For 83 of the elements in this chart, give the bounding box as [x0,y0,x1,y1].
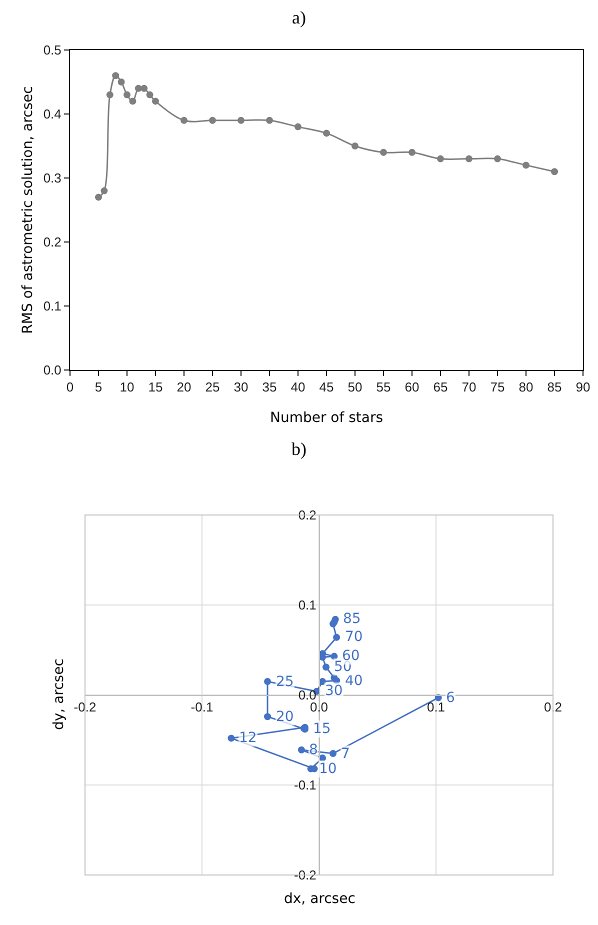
point [124,91,130,98]
x-tick-label: 30 [234,380,248,395]
x-tick-label: 80 [518,380,534,395]
point [209,116,216,124]
x-tick-label: 55 [376,380,391,395]
annotation: 60 [342,648,360,664]
point [437,155,444,162]
point [238,116,244,124]
x-tick-label: 50 [348,380,362,395]
point [330,750,337,757]
x-tick-label: 40 [290,380,306,395]
point [264,713,272,720]
point [330,674,338,682]
point [228,734,235,742]
x-tick-label: 85 [547,380,562,395]
y-tick-label: 0.1 [43,298,62,314]
point [146,91,154,98]
point [118,78,125,86]
point [106,91,114,98]
x-tick-label: 60 [404,380,420,395]
y-tick-label: -0.1 [294,778,316,793]
annotation: 30 [325,683,343,699]
point [180,116,188,124]
y-tick-label: 0.0 [43,362,62,378]
annotation: 7 [341,746,350,762]
point [112,72,120,80]
y-axis-title: RMS of astrometric solution, arcsec [20,86,36,334]
point [152,98,159,105]
point [522,162,530,169]
x-tick-label: 5 [94,380,102,395]
point [298,746,305,754]
annotation: 70 [345,629,363,645]
x-tick-label: 15 [148,380,163,395]
point [323,130,330,137]
annotation: 12 [239,730,257,746]
point [466,155,472,162]
chart-title: b) [292,438,306,459]
annotation: 15 [313,721,331,737]
point [95,194,102,201]
annotation: 85 [343,611,361,627]
annotation: 6 [446,690,455,706]
x-tick-label: 0.2 [544,700,562,715]
x-tick-label: 10 [120,380,134,395]
point [264,678,272,685]
y-tick-label: 0.4 [43,106,62,122]
point [266,116,273,124]
point [294,123,302,130]
x-tick-label: 0.1 [426,700,446,715]
x-tick-label: -0.1 [190,700,214,715]
x-tick-label: 35 [262,380,277,395]
point [494,155,501,162]
point [380,148,387,156]
point [100,187,108,194]
x-tick-label: 0 [66,380,74,395]
x-tick-label: -0.2 [74,700,96,715]
point [129,98,136,105]
annotation: 40 [345,673,363,689]
y-tick-label: 0.3 [43,170,62,186]
annotation: 25 [276,674,294,690]
annotation: 10 [319,761,337,777]
annotation: 50 [334,659,352,675]
annotation: 8 [309,742,318,758]
y-axis-title: dy, arcsec [51,658,67,730]
x-tick-label: 70 [462,380,476,395]
point [333,634,340,641]
y-tick-label: 0.2 [43,234,62,250]
x-tick-label: 75 [490,380,505,395]
point [551,168,558,176]
y-tick-label: 0.5 [43,42,62,58]
x-tick-label: 20 [176,380,192,395]
x-axis-title: Number of stars [270,410,384,426]
point [140,84,148,92]
x-axis-title: dx, arcsec [284,891,356,907]
point [322,664,330,671]
point [332,616,339,623]
x-tick-label: 45 [319,380,334,395]
x-tick-label: 90 [576,380,590,395]
point [408,148,416,156]
y-tick-label: 0.1 [298,598,316,613]
x-tick-label: 25 [205,380,220,395]
x-tick-label: 65 [433,380,448,395]
point [352,142,358,150]
chart-title: a) [292,7,306,28]
